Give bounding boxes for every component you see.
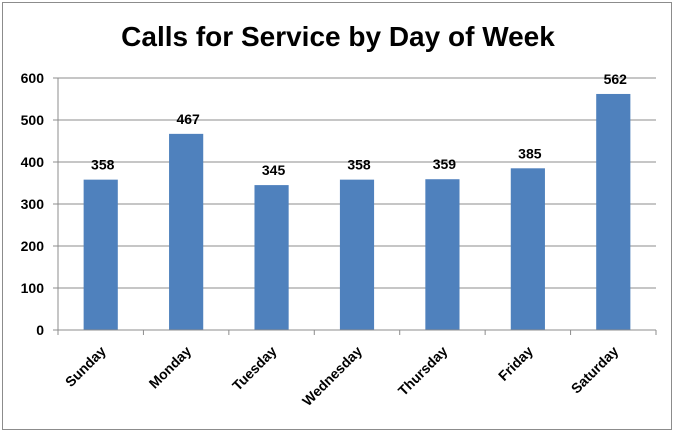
x-axis-category-label: Monday <box>146 343 195 392</box>
data-label: 359 <box>433 156 457 172</box>
data-label: 358 <box>347 157 371 173</box>
x-axis-category-label: Tuesday <box>229 343 280 394</box>
bar-wednesday <box>339 179 375 330</box>
data-label: 345 <box>262 162 286 178</box>
y-axis-tick-label: 100 <box>21 280 45 296</box>
data-labels: 358 467 345 358 359 385 562 <box>91 71 627 178</box>
bar-friday <box>510 168 545 330</box>
bar-saturday <box>596 93 631 331</box>
x-axis-category-label: Sunday <box>62 343 109 390</box>
bar-sunday <box>83 179 118 330</box>
x-axis-category-label: Friday <box>495 343 536 384</box>
x-axis-category-label: Saturday <box>568 343 622 397</box>
y-axis-tick-label: 200 <box>21 238 45 254</box>
y-axis-tick-label: 600 <box>21 70 45 86</box>
y-axis-tick-label: 400 <box>21 154 45 170</box>
x-axis-category-labels: Sunday Monday Tuesday Wednesday Thursday Frid… <box>62 343 622 409</box>
y-axis-tick-label: 300 <box>21 196 45 212</box>
data-label: 562 <box>604 71 628 87</box>
data-label: 385 <box>518 145 542 161</box>
y-axis-tick-labels: 0 100 200 300 400 500 600 <box>21 70 45 338</box>
x-axis-category-label: Wednesday <box>299 343 365 409</box>
data-label: 358 <box>91 157 115 173</box>
chart-title: Calls for Service by Day of Week <box>121 21 555 52</box>
y-axis-tick-label: 500 <box>21 112 45 128</box>
x-axis-category-label: Thursday <box>395 343 451 399</box>
bar-monday <box>169 133 204 330</box>
bars <box>83 93 631 331</box>
data-label: 467 <box>176 111 200 127</box>
y-axis-tick-label: 0 <box>36 322 44 338</box>
bar-thursday <box>425 179 460 330</box>
bar-tuesday <box>254 185 289 330</box>
axes <box>57 78 657 335</box>
